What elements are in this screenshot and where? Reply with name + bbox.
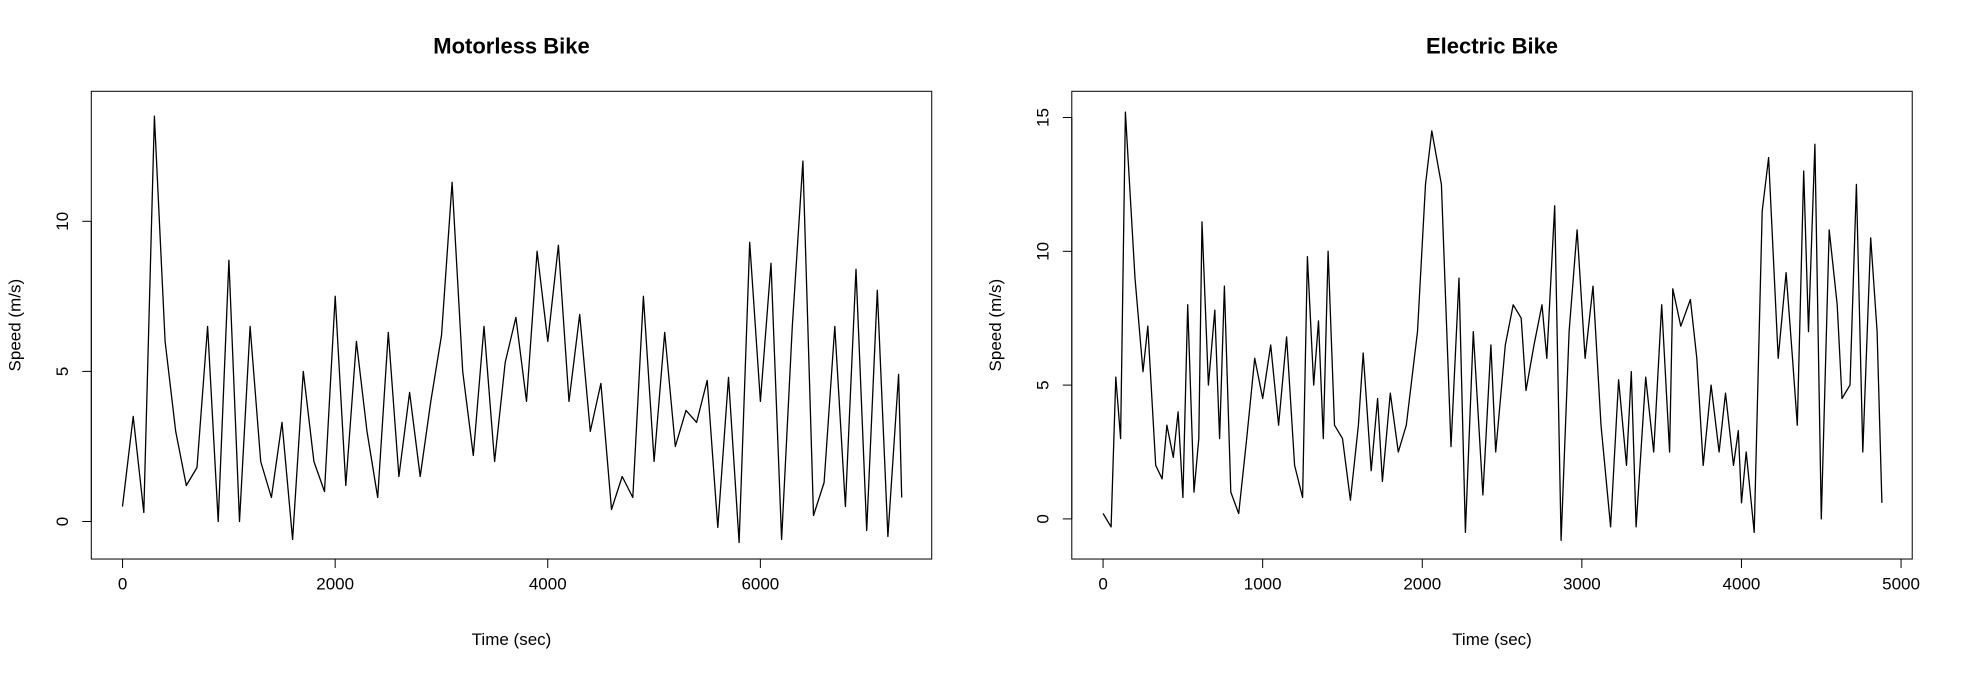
speed-line [1102,111,1883,541]
y-tick-label: 15 [1033,108,1052,127]
plot-frame [1071,90,1913,560]
x-axis-title: Time (sec) [1452,630,1532,649]
y-tick-label: 10 [1033,242,1052,261]
y-tick-label: 10 [53,212,72,231]
x-tick-label: 4000 [1723,575,1761,594]
x-tick-label: 5000 [1882,575,1920,594]
y-tick-label: 5 [53,367,72,376]
plot-frame [90,90,933,560]
y-axis-title: Speed (m/s) [986,279,1005,372]
x-tick-label: 3000 [1563,575,1601,594]
y-tick-label: 0 [1033,514,1052,523]
y-tick-label: 5 [1033,380,1052,389]
x-tick-label: 6000 [741,575,779,594]
x-tick-label: 4000 [529,575,567,594]
x-tick-label: 0 [118,575,127,594]
x-tick-label: 0 [1098,575,1107,594]
x-tick-label: 1000 [1244,575,1282,594]
chart-title: Electric Bike [1426,33,1558,58]
speed-line [121,115,903,544]
chart-title: Motorless Bike [433,33,590,58]
x-axis-title: Time (sec) [472,630,552,649]
x-tick-label: 2000 [1403,575,1441,594]
x-tick-label: 2000 [316,575,354,594]
y-axis-title: Speed (m/s) [6,279,25,372]
y-tick-label: 0 [53,517,72,526]
